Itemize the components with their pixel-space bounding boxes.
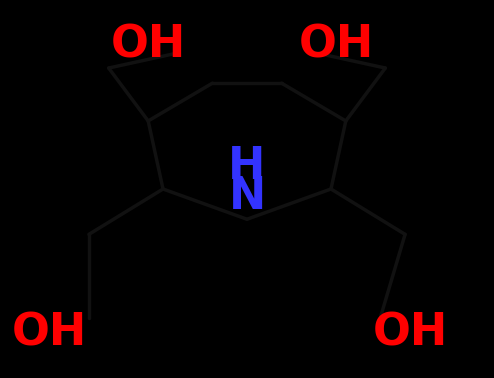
Text: H: H [228,145,266,188]
Text: OH: OH [111,24,186,67]
Text: N: N [228,175,266,218]
Text: OH: OH [298,24,373,67]
Text: OH: OH [12,311,87,354]
Text: OH: OH [372,311,448,354]
